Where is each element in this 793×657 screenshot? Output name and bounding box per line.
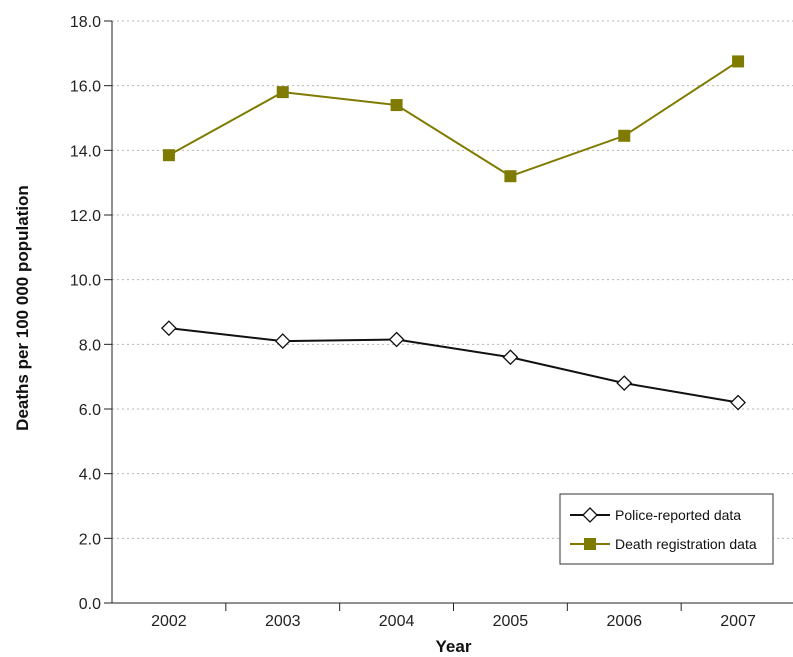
data-point [276,86,289,99]
legend-label: Police-reported data [615,507,741,523]
x-tick-label: 2003 [265,613,301,630]
x-tick-label: 2002 [151,613,187,630]
data-point [160,320,177,337]
series-line [168,327,739,404]
series-1 [162,55,745,183]
grid-lines [112,20,793,539]
series-0 [160,320,747,411]
x-axis-title: Year [436,637,472,656]
tick-labels: 0.0 2.0 4.0 6.0 8.0 10.0 12.0 14.0 16.0 18.0 2002 2… [70,14,756,630]
data-point [502,349,519,366]
data-point [390,99,403,112]
data-point [274,333,291,350]
data-point [584,538,596,550]
data-point [504,170,517,183]
y-axis-title: Deaths per 100 000 population [13,185,32,431]
y-tick-label: 4.0 [79,467,101,484]
y-tick-label: 16.0 [70,79,101,96]
data-point [388,331,405,348]
axes [104,20,793,611]
y-tick-label: 12.0 [70,208,101,225]
series-group [160,55,747,411]
data-point [732,55,745,68]
legend-label: Death registration data [615,536,757,552]
y-tick-label: 6.0 [79,402,101,419]
series-line [168,60,739,178]
y-tick-label: 8.0 [79,337,101,354]
legend-item: Death registration data [570,536,757,552]
data-point [162,149,175,162]
legend: Police-reported data Death registration d… [559,493,774,565]
x-tick-label: 2007 [720,613,756,630]
x-tick-label: 2006 [606,613,642,630]
y-tick-label: 10.0 [70,273,101,290]
data-point [730,394,747,411]
y-tick-label: 0.0 [79,596,101,613]
x-tick-label: 2005 [493,613,529,630]
data-point [616,375,633,392]
legend-box [559,493,774,565]
data-point [618,129,631,142]
data-point [582,507,598,523]
y-tick-label: 14.0 [70,143,101,160]
legend-item: Police-reported data [570,507,741,523]
x-tick-label: 2004 [379,613,415,630]
y-tick-label: 18.0 [70,14,101,31]
y-tick-label: 2.0 [79,531,101,548]
